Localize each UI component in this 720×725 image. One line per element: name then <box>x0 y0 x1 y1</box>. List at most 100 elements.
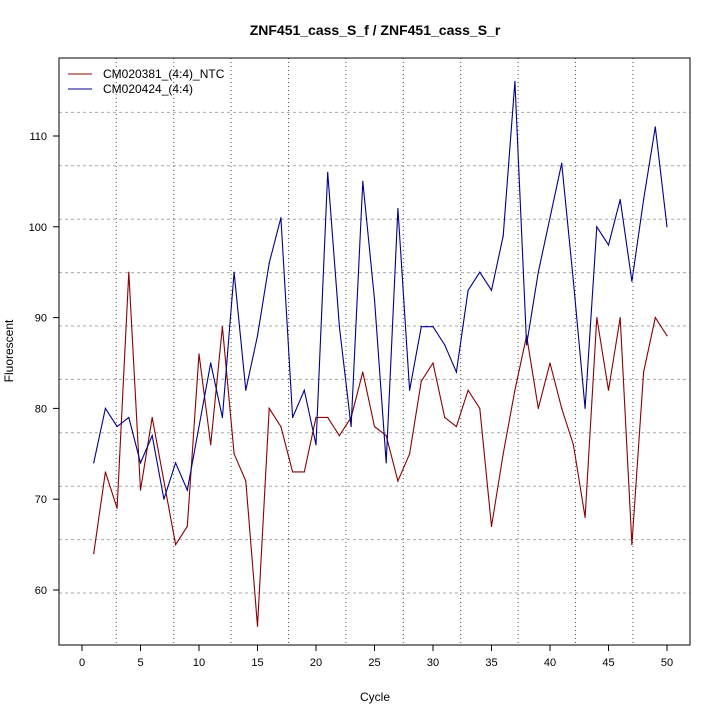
y-axis: 60 70 80 90 100 110 <box>29 131 59 597</box>
data-point-0 <box>210 444 212 446</box>
data-point-1 <box>666 226 668 228</box>
data-point-0 <box>631 544 633 546</box>
data-point-1 <box>163 498 165 500</box>
chart-title: ZNF451_cass_S_f / ZNF451_cass_S_r <box>250 22 501 38</box>
data-point-1 <box>643 198 645 201</box>
data-point-0 <box>409 453 411 455</box>
x-axis: 0 5 10 15 20 25 30 35 40 45 50 <box>79 645 673 669</box>
x-axis-label: Cycle <box>360 690 390 704</box>
data-point-1 <box>526 344 528 346</box>
data-point-0 <box>268 407 270 409</box>
data-point-0 <box>116 507 118 509</box>
legend-label-1: CM020424_(4:4) <box>103 82 193 96</box>
data-point-0 <box>221 326 223 328</box>
data-point-0 <box>397 480 399 482</box>
data-point-0 <box>607 389 610 391</box>
data-point-1 <box>175 462 177 464</box>
data-point-0 <box>455 425 457 428</box>
data-point-1 <box>385 462 387 464</box>
x-tick-label: 40 <box>544 657 556 669</box>
data-point-1 <box>338 326 340 328</box>
data-point-0 <box>420 380 422 382</box>
data-point-0 <box>362 371 364 373</box>
data-point-1 <box>186 489 188 491</box>
data-point-0 <box>315 416 317 419</box>
data-point-1 <box>280 217 282 219</box>
data-point-1 <box>479 271 481 273</box>
data-point-1 <box>631 280 633 282</box>
y-tick-label: 100 <box>29 222 47 234</box>
data-point-1 <box>350 425 352 428</box>
data-point-1 <box>233 271 235 273</box>
data-point-0 <box>198 353 200 355</box>
data-point-0 <box>561 407 563 409</box>
data-point-0 <box>444 416 446 419</box>
data-point-0 <box>256 625 259 627</box>
data-point-1 <box>198 425 200 428</box>
data-point-1 <box>561 162 563 164</box>
data-point-0 <box>327 416 329 419</box>
data-point-1 <box>104 407 106 409</box>
x-tick-label: 45 <box>602 657 614 669</box>
data-point-1 <box>619 198 621 201</box>
data-point-0 <box>584 516 586 518</box>
data-point-1 <box>572 280 575 282</box>
data-point-1 <box>596 226 598 228</box>
data-point-0 <box>549 362 551 364</box>
data-point-0 <box>502 453 504 455</box>
data-point-1 <box>455 371 457 373</box>
data-point-0 <box>467 389 469 391</box>
x-tick-label: 20 <box>310 657 322 669</box>
data-point-0 <box>666 335 668 337</box>
data-point-1 <box>139 462 142 464</box>
data-point-1 <box>292 416 294 419</box>
data-point-1 <box>268 262 270 264</box>
data-point-0 <box>537 407 539 409</box>
data-point-0 <box>233 453 235 455</box>
data-point-1 <box>210 362 212 364</box>
y-tick-label: 60 <box>35 585 47 597</box>
data-point-1 <box>549 217 551 219</box>
series-group <box>93 80 668 627</box>
data-point-1 <box>315 444 317 446</box>
data-point-1 <box>420 326 422 328</box>
data-point-1 <box>256 335 259 337</box>
data-point-1 <box>467 289 469 291</box>
data-point-1 <box>514 80 516 83</box>
x-tick-label: 5 <box>137 657 143 669</box>
data-point-1 <box>502 235 504 237</box>
y-tick-label: 90 <box>35 313 47 325</box>
data-point-0 <box>490 525 493 528</box>
data-point-1 <box>373 298 376 301</box>
data-point-1 <box>362 180 364 182</box>
x-tick-label: 15 <box>251 657 263 669</box>
series-line-1 <box>93 81 668 500</box>
data-point-0 <box>643 371 645 373</box>
legend: CM020381_(4:4)_NTC CM020424_(4:4) <box>68 67 225 96</box>
data-point-0 <box>432 362 434 364</box>
data-point-0 <box>292 471 294 473</box>
data-point-1 <box>490 289 493 291</box>
data-point-0 <box>338 435 340 437</box>
data-point-1 <box>607 244 610 246</box>
x-tick-label: 50 <box>661 657 673 669</box>
data-point-1 <box>151 435 153 437</box>
data-point-1 <box>537 271 539 273</box>
data-point-0 <box>619 317 621 319</box>
data-point-1 <box>327 171 329 173</box>
data-point-1 <box>245 389 247 391</box>
data-point-0 <box>186 525 188 528</box>
x-tick-label: 30 <box>427 657 439 669</box>
data-point-0 <box>104 471 106 473</box>
legend-label-0: CM020381_(4:4)_NTC <box>103 67 225 81</box>
data-point-1 <box>409 389 411 391</box>
data-point-1 <box>303 389 305 391</box>
data-point-1 <box>444 344 446 346</box>
data-point-0 <box>93 553 95 555</box>
data-point-0 <box>572 444 575 446</box>
data-point-0 <box>654 317 656 319</box>
x-tick-label: 0 <box>79 657 85 669</box>
x-tick-label: 35 <box>485 657 497 669</box>
data-point-0 <box>245 480 247 482</box>
